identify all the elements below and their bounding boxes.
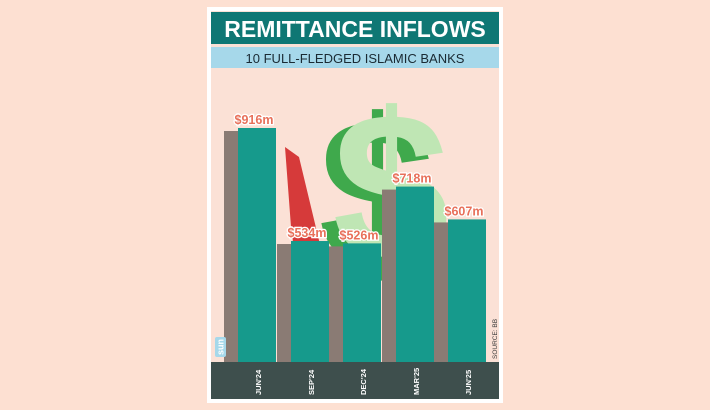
tick-label: JUN'25 — [464, 370, 473, 395]
source-note: SOURCE: BB — [492, 319, 499, 359]
data-label: $607m — [445, 204, 484, 218]
bar — [238, 128, 276, 399]
tick-label: MAR'25 — [412, 368, 421, 395]
axis-band — [211, 362, 499, 399]
bars — [224, 128, 486, 399]
sun-logo: sun — [215, 337, 226, 357]
value-labels: $916m $534m $526m $718m $607m — [233, 112, 484, 244]
data-label: $534m — [288, 226, 327, 240]
title-bar — [211, 12, 499, 44]
data-label: $718m — [393, 172, 432, 186]
tick-label: SEP'24 — [307, 369, 316, 395]
infographic-card: REMITTANCE INFLOWS 10 FULL-FLEDGED ISLAM… — [207, 7, 503, 403]
chart-subtitle: 10 FULL-FLEDGED ISLAMIC BANKS — [246, 51, 465, 66]
tick-label: DEC'24 — [359, 368, 368, 395]
subtitle-bar — [211, 47, 499, 68]
chart: REMITTANCE INFLOWS 10 FULL-FLEDGED ISLAM… — [211, 11, 499, 399]
logo-text: sun — [216, 339, 226, 355]
data-label: $916m — [235, 113, 274, 127]
data-label: $526m — [340, 228, 379, 242]
chart-title: REMITTANCE INFLOWS — [224, 16, 486, 42]
tick-label: JUN'24 — [254, 369, 263, 395]
tick-labels: JUN'24 SEP'24 DEC'24 MAR'25 JUN'25 — [254, 368, 473, 395]
